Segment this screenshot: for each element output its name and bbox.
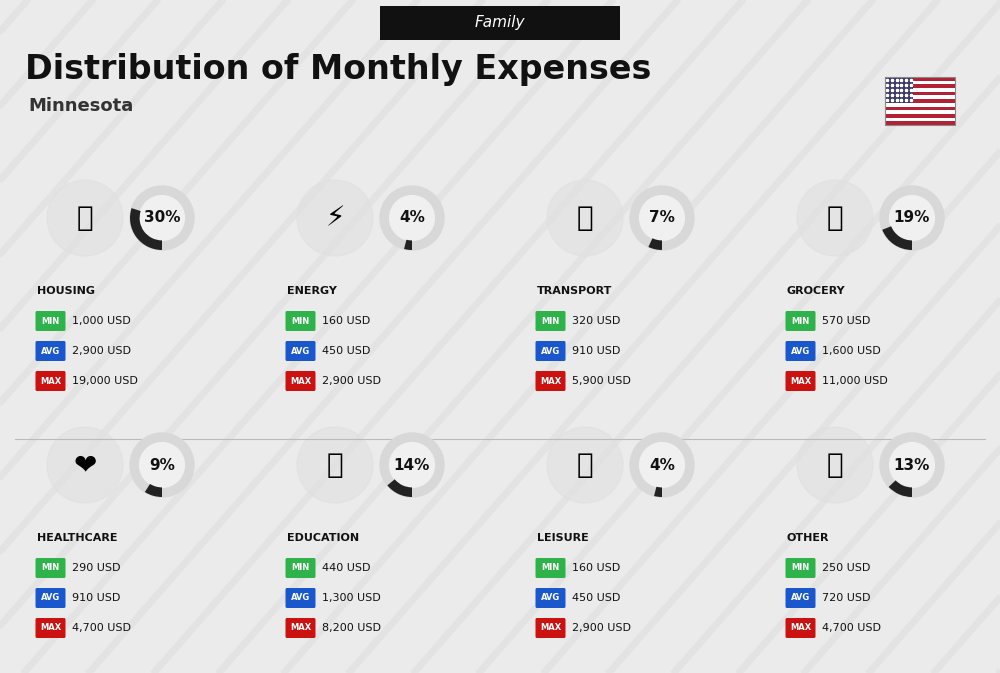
Circle shape: [297, 180, 373, 256]
FancyBboxPatch shape: [786, 311, 815, 331]
Text: MAX: MAX: [540, 376, 561, 386]
Wedge shape: [404, 240, 412, 250]
FancyBboxPatch shape: [885, 84, 955, 88]
Wedge shape: [654, 487, 662, 497]
Text: 570 USD: 570 USD: [822, 316, 870, 326]
Text: Family: Family: [475, 15, 525, 30]
Text: MIN: MIN: [41, 316, 60, 326]
Circle shape: [890, 196, 934, 240]
Text: MIN: MIN: [291, 563, 310, 573]
Text: 450 USD: 450 USD: [322, 346, 370, 356]
FancyBboxPatch shape: [286, 588, 315, 608]
FancyBboxPatch shape: [286, 618, 315, 638]
Text: MIN: MIN: [791, 316, 810, 326]
FancyBboxPatch shape: [536, 588, 566, 608]
Text: AVG: AVG: [41, 594, 60, 602]
Text: ❤: ❤: [73, 451, 97, 479]
Circle shape: [130, 186, 194, 250]
Circle shape: [380, 186, 444, 250]
Text: 🏢: 🏢: [77, 204, 93, 232]
Text: MAX: MAX: [790, 376, 811, 386]
FancyBboxPatch shape: [36, 558, 66, 578]
Text: Minnesota: Minnesota: [28, 97, 133, 115]
FancyBboxPatch shape: [786, 558, 815, 578]
Text: 160 USD: 160 USD: [322, 316, 370, 326]
Text: ⚡: ⚡: [325, 204, 345, 232]
Text: MIN: MIN: [541, 316, 560, 326]
Text: 1,000 USD: 1,000 USD: [72, 316, 131, 326]
Text: MAX: MAX: [40, 623, 61, 633]
FancyBboxPatch shape: [885, 88, 955, 92]
FancyBboxPatch shape: [885, 96, 955, 99]
FancyBboxPatch shape: [786, 618, 815, 638]
Text: 9%: 9%: [149, 458, 175, 472]
Wedge shape: [648, 238, 662, 250]
Text: 910 USD: 910 USD: [572, 346, 620, 356]
Text: 1,300 USD: 1,300 USD: [322, 593, 381, 603]
FancyBboxPatch shape: [286, 341, 315, 361]
Circle shape: [390, 196, 434, 240]
Circle shape: [797, 427, 873, 503]
Text: MIN: MIN: [41, 563, 60, 573]
Text: 910 USD: 910 USD: [72, 593, 120, 603]
Circle shape: [880, 433, 944, 497]
Wedge shape: [882, 226, 912, 250]
Circle shape: [640, 196, 684, 240]
Text: AVG: AVG: [291, 594, 310, 602]
Text: MIN: MIN: [291, 316, 310, 326]
FancyBboxPatch shape: [36, 341, 66, 361]
FancyBboxPatch shape: [885, 92, 955, 96]
Text: 30%: 30%: [144, 211, 180, 225]
Circle shape: [380, 433, 444, 497]
FancyBboxPatch shape: [536, 341, 566, 361]
Text: 2,900 USD: 2,900 USD: [72, 346, 131, 356]
FancyBboxPatch shape: [536, 371, 566, 391]
Text: 7%: 7%: [649, 211, 675, 225]
Text: 🎓: 🎓: [327, 451, 343, 479]
FancyBboxPatch shape: [286, 371, 315, 391]
Text: 4,700 USD: 4,700 USD: [822, 623, 881, 633]
Circle shape: [880, 186, 944, 250]
Text: OTHER: OTHER: [787, 533, 829, 543]
Circle shape: [140, 196, 184, 240]
Text: Distribution of Monthly Expenses: Distribution of Monthly Expenses: [25, 52, 651, 85]
FancyBboxPatch shape: [786, 588, 815, 608]
Circle shape: [130, 433, 194, 497]
Text: MIN: MIN: [541, 563, 560, 573]
Text: AVG: AVG: [541, 347, 560, 355]
Text: MAX: MAX: [40, 376, 61, 386]
Text: MAX: MAX: [540, 623, 561, 633]
Text: HOUSING: HOUSING: [37, 286, 95, 296]
Text: AVG: AVG: [791, 347, 810, 355]
Text: 🛒: 🛒: [827, 204, 843, 232]
FancyBboxPatch shape: [536, 558, 566, 578]
Text: 720 USD: 720 USD: [822, 593, 870, 603]
Text: 4,700 USD: 4,700 USD: [72, 623, 131, 633]
Text: AVG: AVG: [291, 347, 310, 355]
FancyBboxPatch shape: [36, 588, 66, 608]
FancyBboxPatch shape: [885, 77, 913, 103]
Text: 13%: 13%: [894, 458, 930, 472]
FancyBboxPatch shape: [885, 103, 955, 106]
Circle shape: [140, 443, 184, 487]
FancyBboxPatch shape: [885, 114, 955, 118]
Circle shape: [890, 443, 934, 487]
Text: 290 USD: 290 USD: [72, 563, 120, 573]
Text: 🚌: 🚌: [577, 204, 593, 232]
Text: AVG: AVG: [41, 347, 60, 355]
Circle shape: [47, 427, 123, 503]
Text: MAX: MAX: [290, 623, 311, 633]
FancyBboxPatch shape: [885, 81, 955, 84]
Text: 250 USD: 250 USD: [822, 563, 870, 573]
Text: HEALTHCARE: HEALTHCARE: [37, 533, 118, 543]
Circle shape: [47, 180, 123, 256]
Text: 💰: 💰: [827, 451, 843, 479]
Text: 320 USD: 320 USD: [572, 316, 620, 326]
FancyBboxPatch shape: [380, 6, 620, 40]
Wedge shape: [145, 484, 162, 497]
Text: 🛍: 🛍: [577, 451, 593, 479]
Wedge shape: [889, 481, 912, 497]
FancyBboxPatch shape: [885, 121, 955, 125]
FancyBboxPatch shape: [286, 311, 315, 331]
